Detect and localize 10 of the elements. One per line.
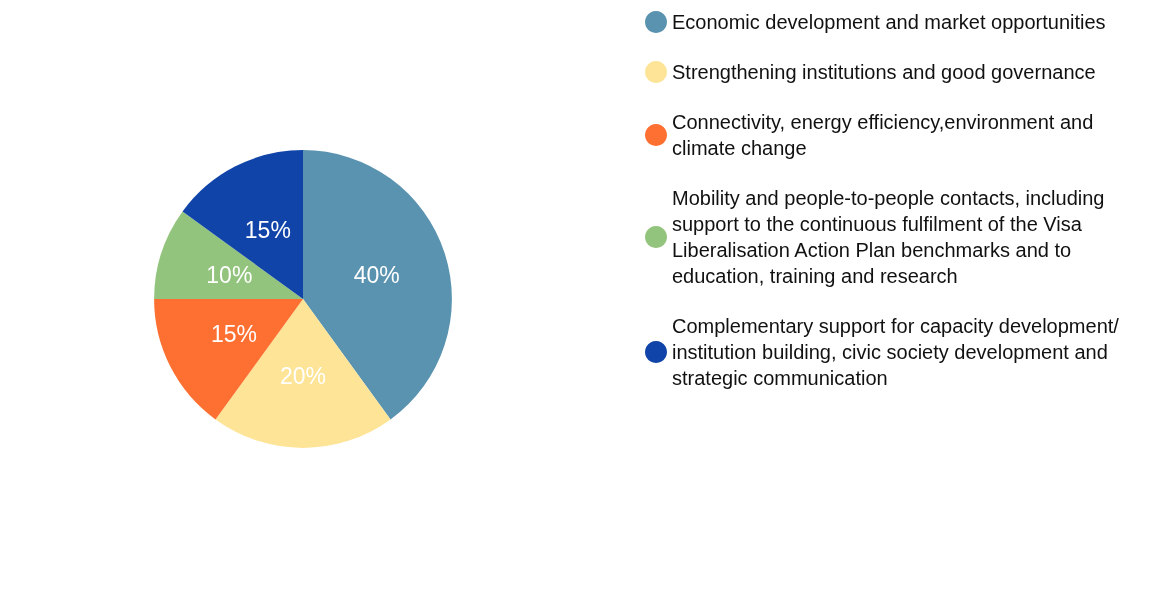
data-label: 15% (210, 321, 258, 348)
data-label: 40% (353, 262, 400, 289)
legend-label: Strengthening institutions and good governance (672, 61, 1096, 83)
legend-label: Economic development and market opportunities (672, 11, 1106, 33)
legend-label: Complementary support for capacity development/institution building, civic society development and strategic communication (672, 315, 1120, 389)
legend-label: Mobility and people-to-people contacts, including support to the continuous fulfilment of the Visa Liberalisation Action Plan benchmarks and to education, training and research (672, 187, 1111, 287)
data-label: 20% (279, 363, 327, 390)
legend-label: Connectivity, energy efficiency,environment and climate change (672, 111, 1099, 159)
data-label: 10% (206, 262, 253, 289)
data-label: 15% (244, 216, 291, 243)
